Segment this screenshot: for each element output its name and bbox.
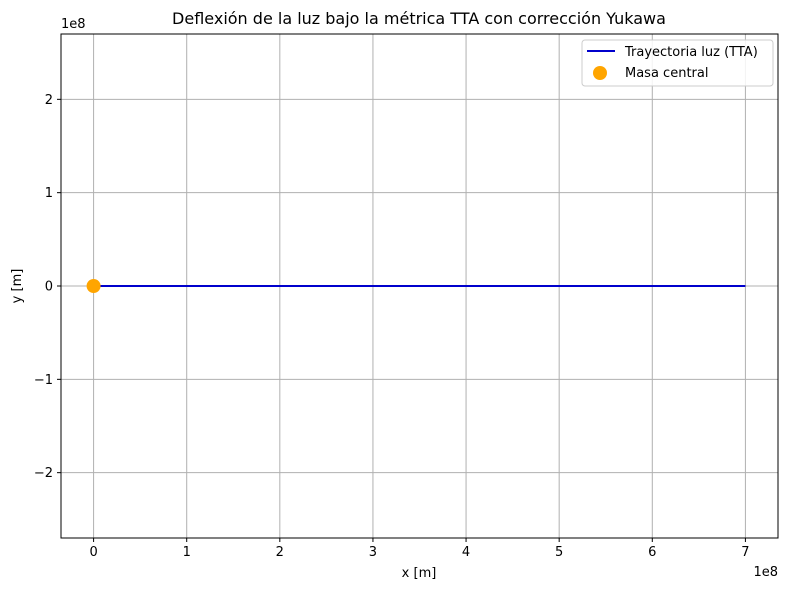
x-tick-label: 5 (555, 545, 563, 560)
y-tick-label: 0 (45, 280, 53, 295)
x-offset-text: 1e8 (753, 565, 778, 580)
y-axis: −2 −1 0 1 2 (34, 93, 61, 481)
y-axis-label: y [m] (10, 269, 25, 304)
x-axis: 0 1 2 3 4 5 6 7 (89, 538, 750, 560)
x-tick-label: 3 (369, 545, 377, 560)
legend-box (581, 39, 774, 87)
x-tick-label: 0 (89, 545, 97, 560)
legend-entry-mass: Masa central (625, 66, 708, 81)
legend-entry-trajectory: Trayectoria luz (TTA) (624, 45, 758, 60)
y-offset-text: 1e8 (61, 17, 86, 32)
scatter-point-central-mass (86, 279, 101, 293)
y-tick-label: −2 (34, 466, 53, 481)
legend: Trayectoria luz (TTA) Masa central (581, 39, 774, 87)
y-tick-label: −1 (34, 373, 53, 388)
x-tick-label: 2 (276, 545, 284, 560)
x-tick-label: 4 (462, 545, 470, 560)
y-tick-label: 2 (45, 93, 53, 108)
x-axis-label: x [m] (402, 566, 437, 581)
legend-dot-swatch (593, 66, 607, 80)
x-tick-label: 1 (183, 545, 191, 560)
y-tick-label: 1 (45, 186, 53, 201)
x-tick-label: 6 (648, 545, 656, 560)
x-tick-label: 7 (741, 545, 749, 560)
plot-area (86, 279, 746, 293)
chart-title: Deflexión de la luz bajo la métrica TTA … (172, 9, 666, 28)
